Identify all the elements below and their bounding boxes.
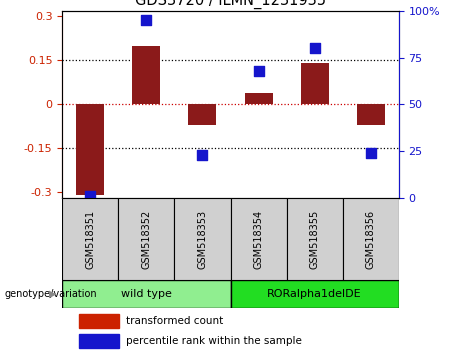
FancyBboxPatch shape [174, 198, 230, 280]
Point [199, 152, 206, 158]
Text: GSM518354: GSM518354 [254, 209, 264, 269]
Bar [79, 334, 119, 348]
Bar [189, 104, 217, 125]
Text: genotype/variation: genotype/variation [5, 289, 97, 299]
Text: GSM518352: GSM518352 [142, 209, 151, 269]
Text: RORalpha1delDE: RORalpha1delDE [267, 289, 362, 299]
Title: GDS3720 / ILMN_1231935: GDS3720 / ILMN_1231935 [135, 0, 326, 9]
Bar [357, 104, 385, 125]
Bar [244, 93, 272, 104]
Bar [301, 63, 329, 104]
Point [87, 194, 94, 199]
Text: percentile rank within the sample: percentile rank within the sample [126, 336, 302, 346]
Bar [76, 104, 104, 195]
FancyBboxPatch shape [62, 198, 118, 280]
Point [367, 150, 374, 156]
FancyBboxPatch shape [230, 280, 399, 308]
FancyBboxPatch shape [230, 198, 287, 280]
Text: wild type: wild type [121, 289, 172, 299]
FancyBboxPatch shape [287, 198, 343, 280]
Text: GSM518355: GSM518355 [310, 209, 319, 269]
Text: GSM518351: GSM518351 [85, 209, 95, 269]
Text: GSM518356: GSM518356 [366, 209, 376, 269]
Point [142, 17, 150, 23]
FancyBboxPatch shape [62, 280, 230, 308]
Text: transformed count: transformed count [126, 316, 224, 326]
Text: GSM518353: GSM518353 [197, 209, 207, 269]
Bar [132, 46, 160, 104]
Point [311, 45, 318, 51]
FancyBboxPatch shape [118, 198, 174, 280]
FancyBboxPatch shape [343, 198, 399, 280]
Point [255, 68, 262, 74]
Bar [79, 314, 119, 328]
Text: ▶: ▶ [49, 289, 57, 299]
